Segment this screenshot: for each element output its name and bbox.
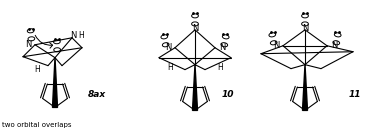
Text: H: H: [167, 63, 173, 72]
Text: N: N: [70, 31, 76, 40]
Text: N: N: [25, 40, 31, 49]
Text: N: N: [273, 41, 279, 50]
FancyArrowPatch shape: [35, 35, 53, 48]
Text: two orbital overlaps: two orbital overlaps: [2, 122, 71, 128]
Polygon shape: [302, 65, 307, 110]
Polygon shape: [53, 58, 57, 107]
Text: N: N: [331, 41, 337, 50]
Text: 10: 10: [222, 90, 234, 99]
Text: H: H: [34, 65, 40, 74]
Text: N: N: [219, 43, 225, 52]
Text: H: H: [78, 31, 84, 40]
Text: N: N: [165, 43, 171, 52]
Text: N: N: [302, 24, 308, 33]
Text: 8ax: 8ax: [88, 90, 106, 99]
Text: N: N: [192, 24, 198, 33]
Text: 11: 11: [349, 90, 361, 99]
Text: H: H: [217, 63, 223, 72]
Polygon shape: [192, 65, 197, 110]
